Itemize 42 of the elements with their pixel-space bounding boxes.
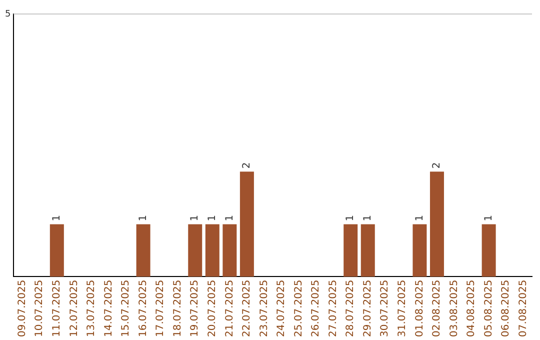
x-tick-label: 24.07.2025 xyxy=(276,280,288,338)
x-tick-label: 22.07.2025 xyxy=(242,280,253,338)
data-label: 1 xyxy=(52,214,63,222)
data-label: 1 xyxy=(138,214,149,222)
x-tick-label: 03.08.2025 xyxy=(448,280,460,338)
x-tick-label: 13.07.2025 xyxy=(86,280,98,338)
x-tick-label: 18.07.2025 xyxy=(172,280,184,338)
x-tick-label: 28.07.2025 xyxy=(345,280,356,338)
x-tick-label: 25.07.2025 xyxy=(293,280,304,338)
x-tick-label: 26.07.2025 xyxy=(310,280,322,338)
x-tick-label: 30.07.2025 xyxy=(380,280,391,338)
data-label: 1 xyxy=(414,214,426,222)
data-label: 1 xyxy=(483,214,494,222)
x-tick-label: 12.07.2025 xyxy=(68,280,80,338)
x-tick-label: 20.07.2025 xyxy=(206,280,218,338)
x-tick-label: 21.07.2025 xyxy=(224,280,236,338)
x-tick-label: 10.07.2025 xyxy=(34,280,46,338)
data-label: 1 xyxy=(190,214,201,222)
x-tick-label: 09.07.2025 xyxy=(16,280,28,338)
x-tick-label: 17.07.2025 xyxy=(155,280,166,338)
y-tick-label: 5 xyxy=(4,9,11,20)
x-tick-label: 05.08.2025 xyxy=(483,280,494,338)
x-tick-label: 01.08.2025 xyxy=(414,280,426,338)
x-tick-label: 14.07.2025 xyxy=(103,280,114,338)
data-label: 1 xyxy=(224,214,236,222)
data-label: 2 xyxy=(242,162,253,169)
x-tick-label: 19.07.2025 xyxy=(190,280,201,338)
x-tick-label: 31.07.2025 xyxy=(397,280,408,338)
x-tick-label: 29.07.2025 xyxy=(362,280,374,338)
data-label: 1 xyxy=(362,214,374,222)
x-tick-label: 16.07.2025 xyxy=(138,280,149,338)
x-tick-label: 27.07.2025 xyxy=(328,280,339,338)
data-label: 1 xyxy=(206,214,218,222)
x-tick-label: 04.08.2025 xyxy=(466,280,478,338)
x-tick-label: 11.07.2025 xyxy=(52,280,63,338)
x-tick-label: 07.08.2025 xyxy=(518,280,529,338)
data-label: 2 xyxy=(432,162,443,169)
x-tick-label: 06.08.2025 xyxy=(500,280,512,338)
x-tick-label: 15.07.2025 xyxy=(120,280,132,338)
x-tick-label: 23.07.2025 xyxy=(258,280,270,338)
x-tick-label: 02.08.2025 xyxy=(432,280,443,338)
data-label: 1 xyxy=(345,214,356,222)
